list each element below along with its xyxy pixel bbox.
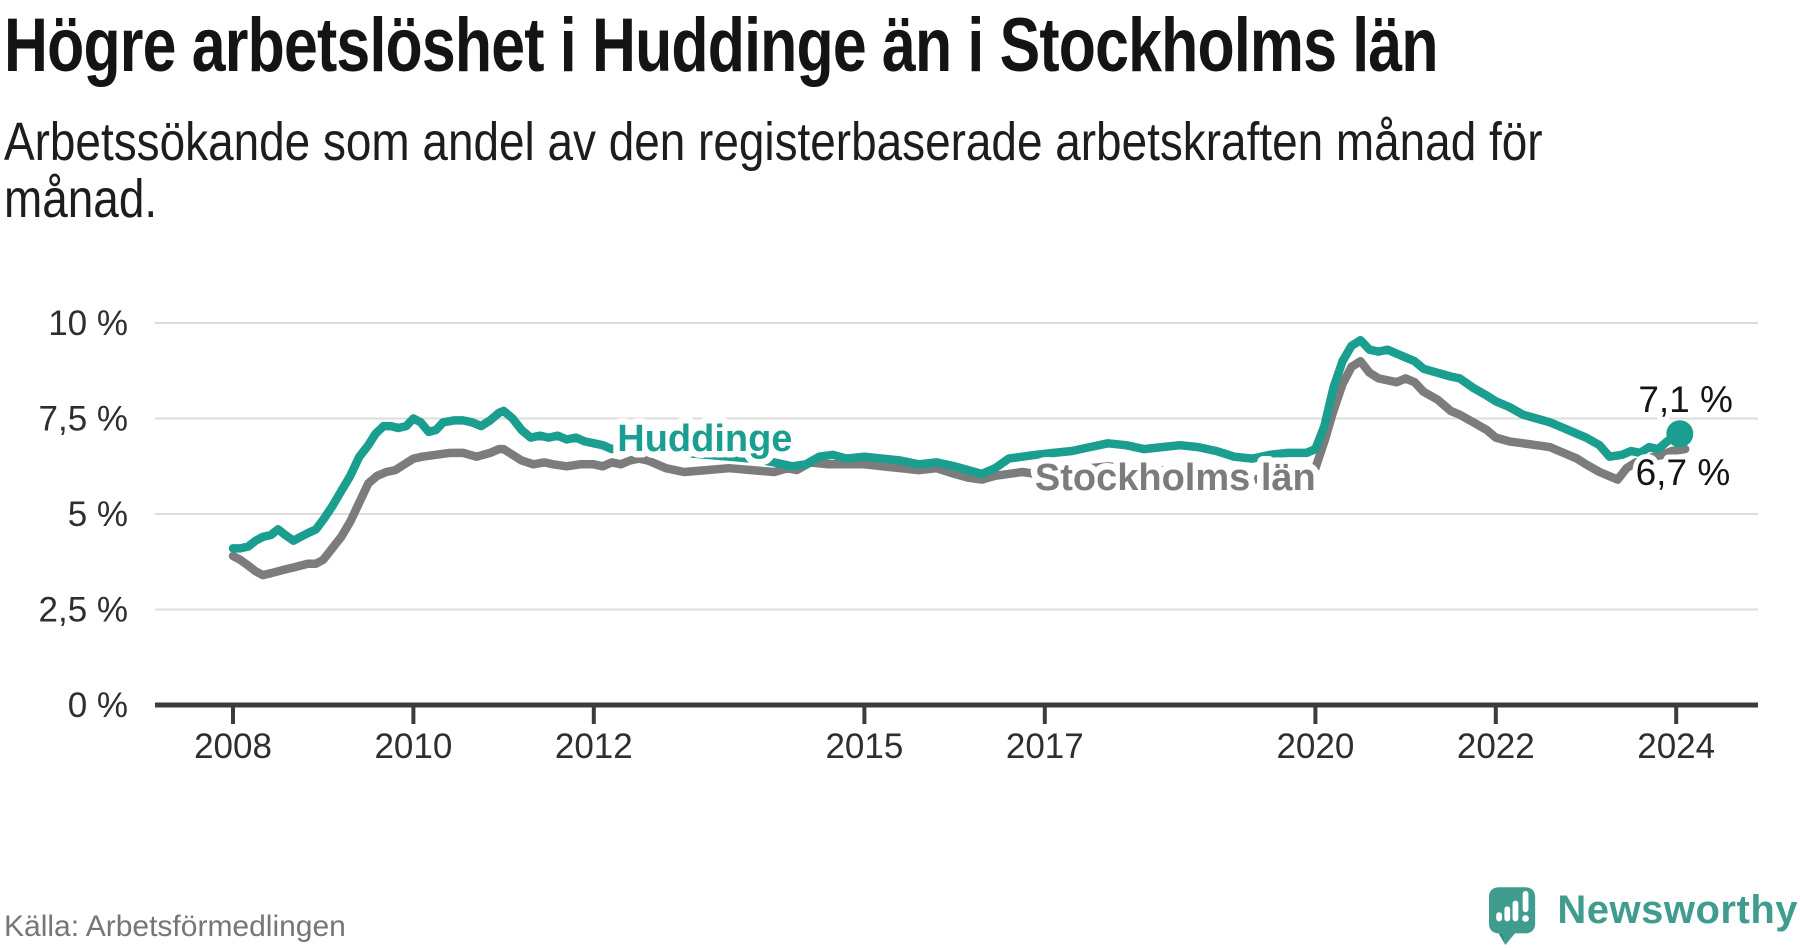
y-axis-tick-label: 2,5 %	[39, 591, 129, 630]
series-label-stockholms-lan: Stockholms län	[1035, 457, 1316, 499]
source-note: Källa: Arbetsförmedlingen	[4, 910, 346, 943]
x-axis-tick-label: 2012	[555, 727, 633, 766]
y-axis-tick-label: 0 %	[68, 686, 128, 725]
x-axis-tick-label: 2008	[194, 727, 272, 766]
chart-title: Högre arbetslöshet i Huddinge än i Stock…	[4, 3, 1439, 88]
newsworthy-wordmark: Newsworthy	[1557, 888, 1798, 932]
y-axis-tick-label: 7,5 %	[39, 400, 129, 439]
end-value-annotation: 7,1 %	[1638, 379, 1733, 420]
series-line-stockholms-lan	[228, 356, 1690, 580]
x-axis-tick-label: 2020	[1276, 727, 1354, 766]
series-end-dot	[1666, 420, 1694, 448]
chart-subtitle: Arbetssökande som andel av den registerb…	[4, 112, 1543, 229]
end-value-annotation: 6,7 %	[1636, 452, 1731, 493]
x-axis-tick-label: 2017	[1006, 727, 1084, 766]
newsworthy-branding: Newsworthy	[1489, 886, 1798, 948]
x-axis-tick-label: 2024	[1637, 727, 1715, 766]
y-axis-tick-label: 10 %	[48, 304, 128, 343]
y-axis: 10 % 7,5 % 5 % 2,5 % 0 %	[39, 304, 129, 725]
series-label-huddinge: Huddinge	[617, 418, 792, 460]
x-axis-tick-label: 2010	[374, 727, 452, 766]
x-axis: 2008 2010 2012 2015 2017 2020 2022 2024	[155, 702, 1758, 766]
x-axis-tick-label: 2022	[1457, 727, 1535, 766]
x-axis-tick-label: 2015	[825, 727, 903, 766]
y-axis-tick-label: 5 %	[68, 495, 128, 534]
newsworthy-logo-icon	[1489, 887, 1536, 945]
series-line-huddinge	[228, 335, 1685, 553]
